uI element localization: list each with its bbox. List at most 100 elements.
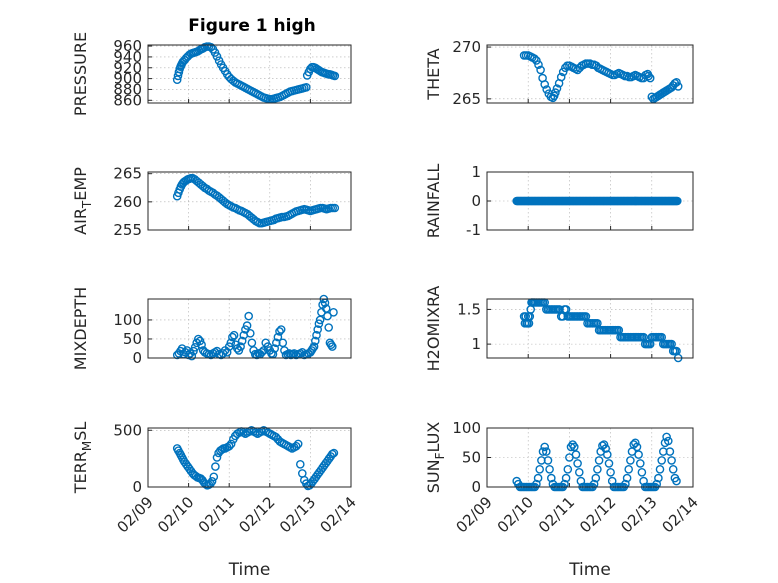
data-point [672, 78, 681, 87]
axes-frame [486, 171, 694, 231]
data-point [570, 442, 579, 452]
data-point [571, 450, 581, 459]
y-tick-label: 100 [452, 419, 481, 437]
y-tick-label: 50 [123, 330, 142, 348]
data-point [547, 473, 556, 483]
data-point [668, 464, 678, 474]
data-point [561, 63, 570, 73]
data-point [212, 453, 222, 462]
data-point [665, 447, 675, 456]
y-tick-label: -1 [466, 221, 481, 239]
data-point [556, 72, 566, 82]
data-point [589, 479, 599, 489]
x-axis-label: Time [568, 560, 611, 580]
data-point [636, 459, 645, 468]
data-point [209, 472, 219, 482]
data-point [273, 332, 283, 342]
data-point [271, 338, 281, 348]
data-point [603, 450, 612, 459]
data-point [329, 307, 338, 317]
data-point [310, 336, 320, 346]
axes-frame [147, 427, 352, 488]
y-axis-label: H2OMIXRA [424, 286, 443, 372]
axes-frame [147, 298, 352, 359]
data-point [655, 464, 665, 474]
data-point [637, 467, 647, 477]
subplot-theta: 270 265 THETA [424, 38, 694, 108]
data-point [533, 473, 543, 483]
axes-frame [486, 427, 694, 488]
y-tick-label: 1 [471, 163, 481, 181]
data-point [275, 327, 284, 336]
data-point [604, 459, 614, 468]
data-point [187, 351, 197, 361]
data-point [536, 65, 545, 75]
data-point [543, 456, 553, 465]
x-axis-label: Time [228, 560, 271, 580]
data-point [236, 342, 245, 351]
data-point [632, 442, 642, 452]
subplot-air-temp: 265 260 255 AIRTEMP [71, 165, 352, 239]
data-point [652, 479, 662, 489]
data-point [645, 73, 655, 83]
data-point [662, 432, 671, 442]
data-point [575, 467, 584, 477]
data-point [538, 447, 548, 456]
data-point [226, 338, 236, 348]
data-point [327, 449, 337, 459]
data-point [252, 350, 262, 360]
data-point [330, 203, 340, 213]
data-point [293, 439, 303, 449]
data-point [551, 88, 560, 97]
data-point [540, 442, 550, 452]
data-points [172, 173, 340, 228]
data-point [289, 349, 299, 358]
data-point [673, 196, 682, 206]
data-point [270, 344, 280, 353]
data-point [295, 459, 305, 469]
y-tick-label: 1.5 [457, 300, 481, 318]
data-point [224, 441, 234, 451]
axes-frame [486, 44, 694, 104]
data-point [634, 450, 643, 459]
y-tick-label: 920 [113, 59, 142, 77]
axes-frame [147, 171, 352, 231]
data-point [242, 321, 252, 330]
y-axis-label: RAINFALL [424, 164, 443, 239]
subplot-rainfall: 1 0 -1 RAINFALL [424, 163, 694, 239]
data-point [540, 80, 550, 89]
y-axis-label: TERRMSL [71, 422, 94, 495]
data-point [206, 42, 216, 52]
y-tick-label: 500 [113, 421, 142, 439]
y-tick-label: 960 [113, 37, 142, 55]
data-point [599, 440, 609, 449]
data-point [226, 439, 236, 449]
data-point [573, 459, 582, 468]
data-point [309, 342, 319, 351]
y-tick-label: 0 [132, 478, 142, 496]
data-point [245, 328, 255, 338]
data-point [542, 447, 551, 456]
data-point [308, 344, 318, 353]
data-point [542, 85, 552, 94]
data-point [237, 336, 247, 346]
y-tick-label: 0 [471, 478, 481, 496]
data-point [291, 441, 301, 451]
data-point [278, 338, 288, 348]
data-point [654, 473, 663, 483]
data-point [207, 476, 217, 486]
figure-title: Figure 1 high [188, 16, 316, 36]
data-point [326, 340, 336, 350]
data-point [644, 71, 653, 81]
data-points [172, 294, 338, 361]
data-point [197, 340, 206, 350]
data-point [212, 52, 222, 61]
y-tick-label: 0 [132, 349, 142, 367]
y-tick-label: 255 [113, 221, 142, 239]
data-point [664, 436, 673, 446]
axes-frame [147, 44, 352, 104]
data-point [606, 467, 615, 477]
